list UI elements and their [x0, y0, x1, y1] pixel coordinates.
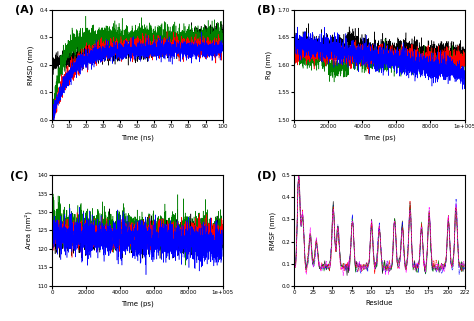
X-axis label: Time (ps): Time (ps) [363, 135, 396, 141]
Text: (C): (C) [9, 171, 28, 181]
Text: (B): (B) [256, 5, 275, 15]
X-axis label: Time (ns): Time (ns) [121, 135, 154, 141]
Y-axis label: Area (nm²): Area (nm²) [25, 212, 32, 249]
X-axis label: Time (ps): Time (ps) [121, 300, 154, 307]
Text: (A): (A) [15, 5, 34, 15]
Y-axis label: RMSD (nm): RMSD (nm) [27, 45, 34, 84]
X-axis label: Residue: Residue [365, 300, 393, 307]
Y-axis label: Rg (nm): Rg (nm) [265, 51, 272, 79]
Text: (D): (D) [256, 171, 276, 181]
Y-axis label: RMSF (nm): RMSF (nm) [269, 212, 276, 249]
